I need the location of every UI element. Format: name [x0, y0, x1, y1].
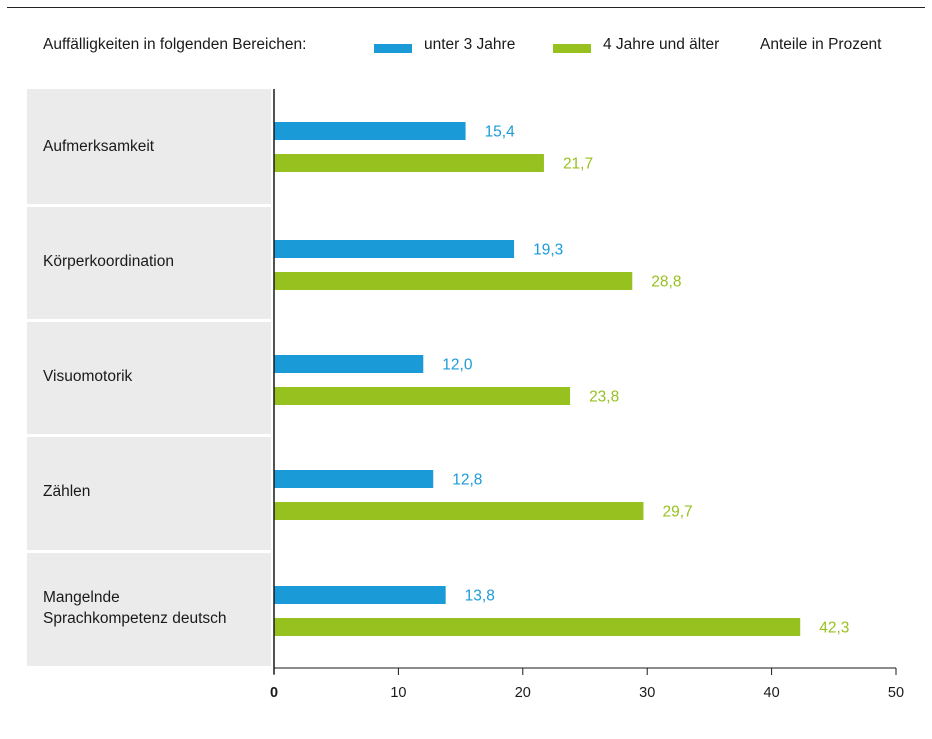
x-tick-label: 30 [639, 685, 655, 701]
bar [274, 586, 446, 604]
bar [274, 502, 644, 520]
legend-label-4-and-older: 4 Jahre und älter [603, 36, 720, 53]
x-tick-label: 50 [888, 685, 904, 701]
category-label-panel: Aufmerksamkeit Körperkoordination Visuom… [27, 89, 271, 666]
x-tick-label: 40 [764, 685, 780, 701]
data-label: 12,8 [452, 472, 482, 489]
bar [274, 355, 424, 373]
legend-label-under-3: unter 3 Jahre [424, 36, 516, 53]
bar [274, 240, 515, 258]
legend-swatch-4-and-older [553, 44, 591, 53]
legend-unit-note: Anteile in Prozent [760, 36, 882, 53]
data-label: 21,7 [563, 156, 593, 173]
data-label: 29,7 [662, 504, 692, 521]
category-label: Zählen [43, 483, 91, 500]
data-label: 23,8 [589, 389, 619, 406]
bar [274, 618, 801, 636]
category-band: Aufmerksamkeit [27, 89, 271, 204]
bar [274, 272, 633, 290]
x-tick-label: 20 [515, 685, 531, 701]
data-label: 12,0 [442, 357, 473, 374]
bar [274, 154, 544, 172]
x-tick-label: 0 [270, 685, 278, 701]
category-label: Mangelnde Sprachkompetenz deutsch [43, 589, 227, 627]
data-label: 19,3 [533, 242, 563, 259]
bar [274, 470, 434, 488]
category-band: Zählen [27, 437, 271, 550]
data-label: 13,8 [465, 588, 495, 605]
category-label: Aufmerksamkeit [43, 138, 155, 155]
category-band: Visuomotorik [27, 322, 271, 434]
category-band: Körperkoordination [27, 207, 271, 319]
category-label: Visuomotorik [43, 368, 133, 385]
bar [274, 122, 466, 140]
x-tick-label: 10 [390, 685, 406, 701]
legend: Auffälligkeiten in folgenden Bereichen: … [0, 36, 932, 60]
data-label: 42,3 [819, 620, 849, 637]
legend-title: Auffälligkeiten in folgenden Bereichen: [43, 36, 307, 53]
category-band: Mangelnde Sprachkompetenz deutsch [27, 553, 271, 666]
data-label: 15,4 [485, 124, 516, 141]
top-rule [7, 7, 925, 8]
category-label: Körperkoordination [43, 253, 174, 270]
legend-swatch-under-3 [374, 44, 412, 53]
data-label: 28,8 [651, 274, 681, 291]
bar [274, 387, 571, 405]
